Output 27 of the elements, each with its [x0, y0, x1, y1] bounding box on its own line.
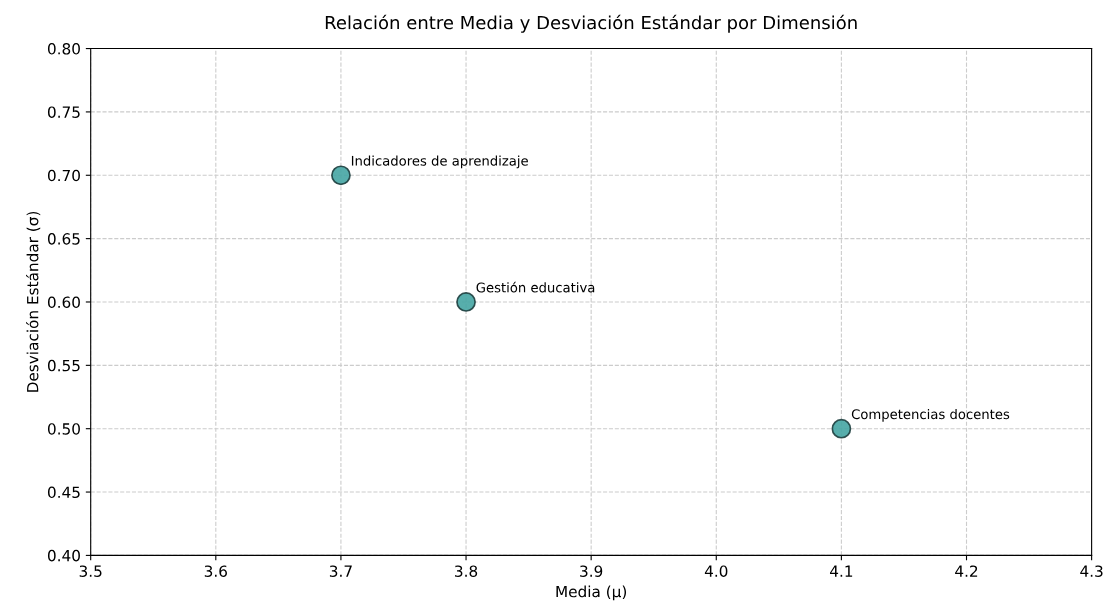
- annotation: Indicadores de aprendizaje: [351, 155, 528, 169]
- x-tick-label: 3.8: [455, 565, 478, 577]
- y-tick-label: 0.80: [47, 43, 80, 55]
- y-tick-label: 0.65: [47, 233, 80, 245]
- x-tick-label: 3.7: [329, 565, 352, 577]
- x-axis-title: Media (μ): [556, 585, 627, 601]
- y-tick-label: 0.45: [47, 486, 80, 499]
- x-tick-label: 3.5: [79, 565, 102, 577]
- x-tick-label: 4.1: [829, 565, 853, 577]
- x-tick-label: 4.3: [1080, 565, 1103, 577]
- annotation: Gestión educativa: [476, 281, 595, 293]
- x-tick-label: 3.6: [204, 565, 227, 577]
- y-tick-label: 0.50: [47, 423, 80, 435]
- x-tick-label: 4.0: [704, 565, 728, 577]
- point: [831, 418, 852, 439]
- y-tick-label: 0.60: [47, 296, 80, 308]
- chart-title: Relación entre Media y Desviación Estándar por Dimensión: [325, 14, 857, 33]
- point: [331, 165, 351, 186]
- y-tick-label: 0.55: [47, 359, 80, 372]
- y-tick-label: 0.40: [47, 549, 80, 562]
- annotation: Competencias docentes: [851, 408, 1010, 422]
- y-tick-label: 0.75: [47, 106, 80, 118]
- y-tick-label: 0.70: [47, 169, 80, 182]
- x-tick-label: 4.2: [955, 565, 978, 577]
- point: [456, 292, 476, 312]
- x-tick-label: 3.9: [580, 565, 603, 577]
- y-axis-title: Desviación Estándar (σ): [26, 211, 41, 392]
